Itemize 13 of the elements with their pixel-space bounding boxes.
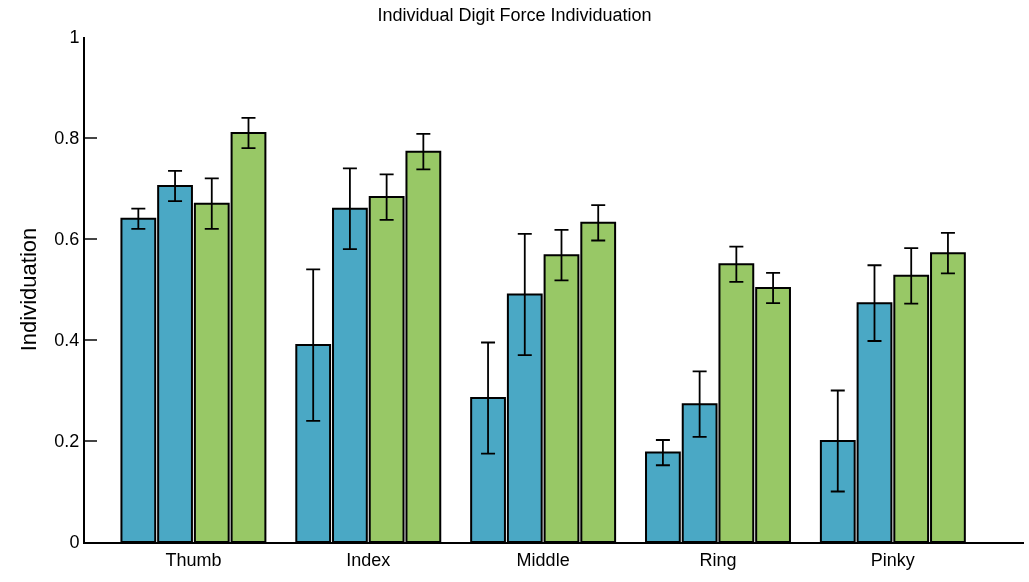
x-tick-label: Pinky <box>870 549 915 570</box>
y-tick-label: 0.8 <box>54 128 80 149</box>
y-tick-label: 0.6 <box>54 229 80 250</box>
y-tick-label: 0 <box>69 532 80 553</box>
chart-title: Individual Digit Force Individuation <box>377 5 652 26</box>
x-tick-label: Ring <box>699 549 737 570</box>
x-tick-label: Middle <box>516 549 570 570</box>
y-tick-label: 0.4 <box>54 330 80 351</box>
y-tick-label: 1 <box>69 27 80 48</box>
y-tick-label: 0.2 <box>54 431 80 452</box>
x-tick-label: Thumb <box>165 549 222 570</box>
x-tick-label: Index <box>346 549 391 570</box>
y-axis-title: Individuation <box>15 227 41 352</box>
